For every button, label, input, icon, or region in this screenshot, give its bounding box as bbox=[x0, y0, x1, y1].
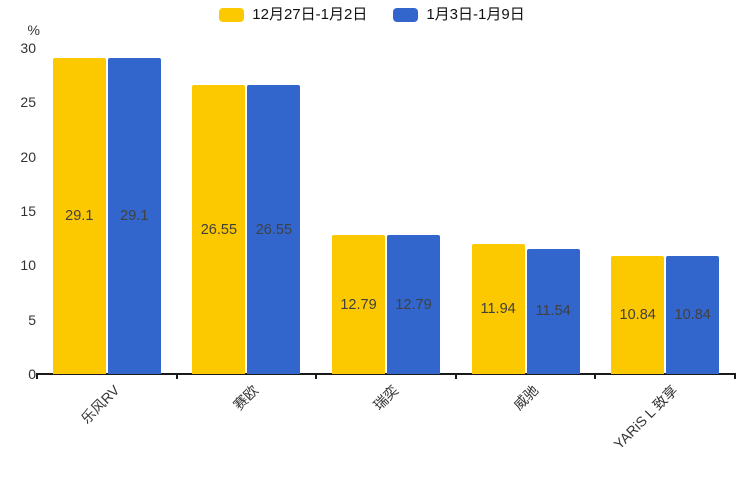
bar-value-label: 26.55 bbox=[255, 221, 293, 238]
legend-item[interactable]: 12月27日-1月2日 bbox=[219, 6, 367, 24]
x-category-label: 瑞奕 bbox=[370, 382, 402, 414]
bar bbox=[192, 85, 246, 374]
bar bbox=[666, 256, 720, 374]
bar bbox=[52, 57, 106, 374]
legend-label: 1月3日-1月9日 bbox=[426, 6, 525, 23]
y-axis-unit-label: % bbox=[27, 22, 40, 38]
bar bbox=[332, 235, 385, 374]
x-axis-line bbox=[37, 373, 735, 375]
x-category-label: YARiS L 致享 bbox=[610, 382, 681, 453]
y-tick-label: 25 bbox=[20, 94, 36, 111]
x-axis-tick bbox=[734, 373, 736, 379]
x-axis-tick bbox=[175, 373, 178, 379]
bar bbox=[611, 256, 665, 374]
bar-value-label: 11.54 bbox=[535, 303, 571, 320]
x-axis-tick bbox=[36, 373, 38, 379]
bar-value-label: 29.1 bbox=[65, 207, 94, 224]
bar bbox=[247, 85, 301, 374]
x-axis-tick bbox=[315, 373, 318, 379]
x-axis-tick bbox=[454, 373, 457, 379]
legend-item[interactable]: 1月3日-1月9日 bbox=[393, 6, 525, 24]
bar bbox=[107, 57, 161, 374]
legend-swatch-icon bbox=[393, 8, 419, 22]
legend-label: 12月27日-1月2日 bbox=[252, 6, 368, 23]
bar bbox=[387, 235, 440, 374]
bar-value-label: 12.79 bbox=[340, 296, 377, 313]
bar-value-label: 29.1 bbox=[120, 207, 149, 224]
y-tick-label: 5 bbox=[28, 311, 36, 328]
bar-value-label: 10.84 bbox=[619, 307, 656, 324]
bar-value-label: 10.84 bbox=[674, 307, 711, 324]
x-category-label: 乐风RV bbox=[77, 382, 123, 427]
y-tick-label: 30 bbox=[20, 40, 36, 56]
bar-value-label: 11.94 bbox=[480, 301, 516, 318]
bar bbox=[471, 244, 525, 374]
x-category-label: 威驰 bbox=[509, 382, 541, 414]
y-tick-label: 20 bbox=[20, 148, 36, 165]
x-axis-tick bbox=[594, 373, 597, 379]
legend-swatch-icon bbox=[219, 8, 245, 22]
legend: 12月27日-1月2日 1月3日-1月9日 bbox=[0, 6, 744, 24]
y-tick-label: 0 bbox=[28, 366, 36, 382]
y-tick-label: 15 bbox=[20, 203, 36, 219]
y-tick-label: 10 bbox=[20, 257, 36, 274]
bar-value-label: 12.79 bbox=[395, 296, 432, 313]
x-category-label: 赛欧 bbox=[230, 382, 262, 414]
bar-value-label: 26.55 bbox=[200, 221, 238, 238]
bar bbox=[526, 248, 580, 374]
